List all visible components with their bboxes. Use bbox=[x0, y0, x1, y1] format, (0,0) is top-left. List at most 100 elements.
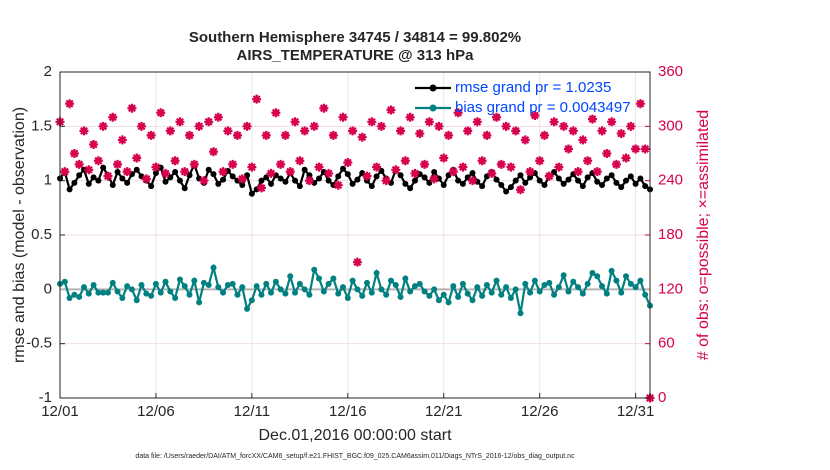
legend-marker bbox=[429, 104, 437, 112]
obs-marker bbox=[103, 171, 113, 181]
x-tick-label: 12/11 bbox=[234, 403, 270, 420]
obs-marker bbox=[343, 158, 353, 168]
obs-marker bbox=[333, 180, 343, 190]
obs-marker bbox=[113, 159, 123, 169]
point bbox=[287, 273, 294, 280]
point bbox=[354, 286, 361, 293]
point bbox=[411, 177, 418, 184]
obs-marker bbox=[79, 126, 89, 136]
obs-marker bbox=[631, 144, 641, 154]
point bbox=[455, 293, 462, 300]
point bbox=[493, 176, 500, 183]
point bbox=[85, 290, 92, 297]
point bbox=[575, 284, 582, 291]
obs-marker bbox=[93, 156, 103, 166]
obs-marker bbox=[218, 167, 228, 177]
point bbox=[215, 284, 222, 291]
point bbox=[71, 291, 78, 298]
point bbox=[397, 293, 404, 300]
point bbox=[157, 289, 164, 296]
obs-marker bbox=[295, 156, 305, 166]
obs-marker bbox=[587, 114, 597, 124]
y2-tick-label: 180 bbox=[658, 226, 683, 243]
y-tick-label: 1.5 bbox=[31, 117, 52, 134]
point bbox=[66, 186, 73, 193]
legend-label: bias grand pr = 0.0043497 bbox=[455, 99, 631, 116]
point bbox=[210, 264, 217, 271]
obs-marker bbox=[189, 159, 199, 169]
point bbox=[229, 280, 236, 287]
obs-marker bbox=[324, 168, 334, 178]
point bbox=[239, 284, 246, 291]
point bbox=[61, 278, 68, 285]
point bbox=[186, 291, 193, 298]
obs-marker bbox=[420, 159, 430, 169]
obs-marker bbox=[132, 153, 142, 163]
obs-marker bbox=[506, 162, 516, 172]
point bbox=[148, 183, 155, 190]
point bbox=[85, 180, 92, 187]
point bbox=[608, 172, 615, 179]
obs-marker bbox=[304, 176, 314, 186]
obs-marker bbox=[151, 162, 161, 172]
obs-marker bbox=[400, 156, 410, 166]
y2-axis-label: # of obs: o=possible; ×=assimilated bbox=[695, 110, 712, 360]
y2-tick-label: 120 bbox=[658, 280, 683, 297]
point bbox=[90, 174, 97, 181]
point bbox=[90, 281, 97, 288]
point bbox=[503, 188, 510, 195]
point bbox=[152, 280, 159, 287]
point bbox=[215, 180, 222, 187]
obs-marker bbox=[69, 149, 79, 158]
obs-marker bbox=[108, 112, 118, 122]
point bbox=[301, 286, 308, 293]
point bbox=[527, 174, 534, 181]
obs-marker bbox=[89, 139, 99, 149]
point bbox=[536, 288, 543, 295]
obs-marker bbox=[141, 174, 151, 184]
point bbox=[483, 173, 490, 180]
point bbox=[469, 297, 476, 304]
obs-marker bbox=[213, 112, 223, 122]
point bbox=[191, 277, 198, 284]
obs-marker bbox=[520, 135, 530, 145]
obs-marker bbox=[338, 112, 348, 122]
obs-marker bbox=[607, 117, 617, 127]
point bbox=[512, 177, 519, 184]
obs-marker bbox=[367, 117, 377, 127]
point bbox=[599, 283, 606, 290]
point bbox=[263, 280, 270, 287]
point bbox=[594, 178, 601, 185]
point bbox=[522, 280, 529, 287]
y-axis-label: rmse and bias (model - observation) bbox=[11, 107, 28, 363]
point bbox=[210, 171, 217, 178]
point bbox=[320, 288, 327, 295]
point bbox=[258, 291, 265, 298]
obs-marker bbox=[635, 99, 645, 109]
point bbox=[416, 280, 423, 287]
obs-marker bbox=[621, 153, 631, 163]
y-tick-label: 2 bbox=[44, 63, 52, 80]
obs-marker bbox=[357, 132, 367, 142]
obs-marker bbox=[539, 130, 549, 140]
point bbox=[455, 177, 462, 184]
obs-marker bbox=[194, 121, 204, 131]
obs-marker bbox=[256, 183, 266, 193]
point bbox=[248, 190, 255, 197]
obs-marker bbox=[602, 149, 612, 158]
obs-marker bbox=[597, 126, 607, 136]
point bbox=[608, 267, 615, 274]
point bbox=[268, 289, 275, 296]
y-tick-label: 0.5 bbox=[31, 226, 52, 243]
obs-marker bbox=[156, 108, 166, 118]
x-tick-label: 12/06 bbox=[137, 403, 175, 420]
point bbox=[637, 175, 644, 182]
point bbox=[100, 164, 107, 171]
point bbox=[205, 166, 212, 173]
point bbox=[306, 291, 313, 298]
footnote: data file: /Users/raeder/DAI/ATM_forcXX/… bbox=[135, 453, 575, 460]
obs-marker bbox=[410, 168, 420, 178]
y-tick-label: 1 bbox=[44, 172, 52, 189]
obs-marker bbox=[640, 144, 650, 154]
